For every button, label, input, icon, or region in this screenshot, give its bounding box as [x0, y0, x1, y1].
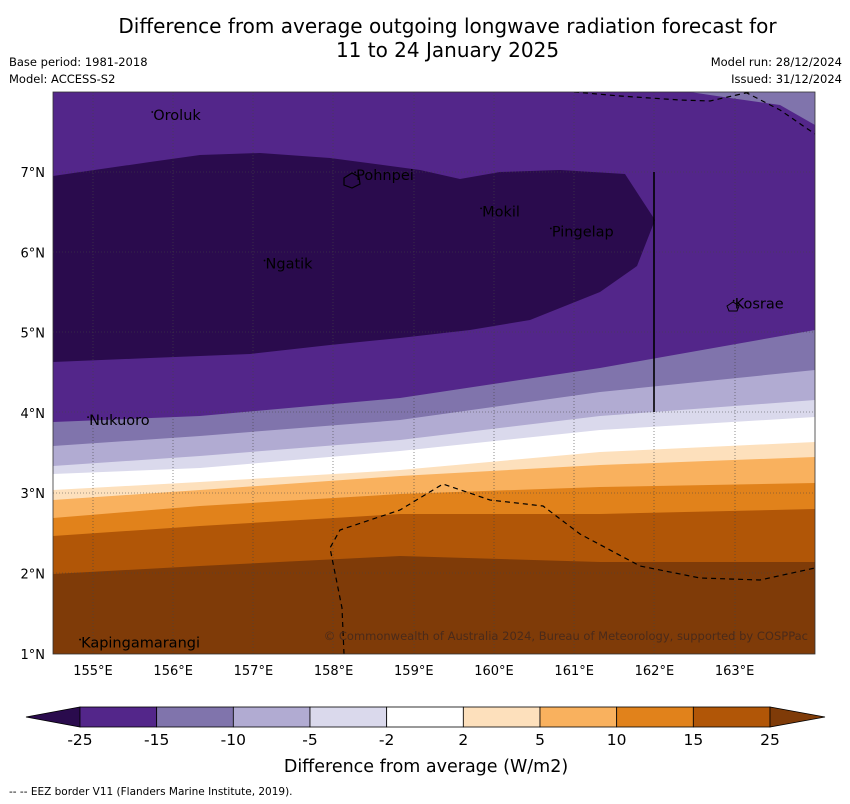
place-label: Kapingamarangi [81, 636, 200, 652]
lat-tick-label: 1°N [21, 648, 46, 663]
band-top-right [690, 92, 815, 125]
colorbar-segment [692, 706, 771, 728]
colorbar-tick-label: 25 [760, 731, 780, 749]
colorbar-tick-label: 5 [535, 731, 545, 749]
colorbar-segment [309, 706, 388, 728]
colorbar-extend-low [25, 706, 81, 728]
colorbar: -25 -15 -10 -5 -2 2 5 10 15 25 [25, 706, 826, 749]
colorbar-tick-label: -10 [221, 731, 246, 749]
place-label: Nukuoro [89, 413, 150, 429]
place-label: Pohnpei [356, 168, 414, 184]
meta-right: Model run: 28/12/2024 Issued: 31/12/2024 [711, 54, 842, 88]
place-marker [354, 171, 357, 174]
colorbar-segment [539, 706, 618, 728]
colorbar-segment [156, 706, 234, 728]
colorbar-tick-label: -25 [67, 731, 92, 749]
model-name: Model: ACCESS-S2 [9, 72, 116, 86]
place-marker [151, 111, 154, 113]
lon-tick-label: 162°E [635, 664, 675, 679]
lon-tick-label: 158°E [314, 664, 354, 679]
place-label: Mokil [482, 204, 520, 220]
colorbar-tick-label: 10 [607, 731, 627, 749]
lon-tick-label: 157°E [234, 664, 274, 679]
lon-tick-label: 159°E [394, 664, 434, 679]
colorbar-segment [462, 706, 541, 728]
colorbar-extend-high [769, 706, 826, 728]
band-below-minus25 [53, 153, 655, 362]
place-marker [549, 227, 552, 230]
lon-tick-label: 161°E [554, 664, 594, 679]
eez-border [329, 92, 815, 654]
place-marker [263, 259, 266, 262]
lat-tick-label: 5°N [21, 327, 46, 342]
place-marker [87, 416, 89, 419]
colorbar-segment [616, 706, 694, 728]
title-line-2: 11 to 24 January 2025 [335, 38, 560, 62]
copyright-notice: © Commonwealth of Australia 2024, Bureau… [324, 629, 808, 643]
lat-tick-label: 6°N [21, 246, 46, 261]
latitude-axis: 7°N 6°N 5°N 4°N 3°N 2°N 1°N [21, 166, 46, 663]
lat-tick-label: 3°N [21, 487, 46, 502]
colorbar-tick-label: -5 [302, 731, 317, 749]
colorbar-tick-label: 15 [683, 731, 703, 749]
colorbar-segment [232, 706, 311, 728]
colorbar-segment [79, 706, 158, 728]
colorbar-tick-label: -15 [144, 731, 169, 749]
lat-tick-label: 7°N [21, 166, 46, 181]
place-label: Ngatik [266, 257, 314, 273]
map-plot-area: Oroluk Pohnpei Mokil Pingelap Ngatik Kosrae Nu… [53, 92, 815, 654]
longitude-axis: 155°E 156°E 157°E 158°E 159°E 160°E 161°E 162°E… [73, 664, 754, 679]
pohnpei-island [343, 172, 361, 189]
eez-legend-note: -- -- EEZ border V11 (Flanders Marine In… [9, 786, 293, 798]
map-title: Difference from average outgoing longwav… [0, 14, 850, 62]
kosrae-island [726, 301, 740, 312]
lon-tick-label: 155°E [73, 664, 113, 679]
colorbar-label: Difference from average (W/m2) [284, 757, 568, 777]
place-marker [732, 299, 735, 302]
lat-tick-label: 2°N [21, 568, 46, 583]
place-label: Oroluk [153, 108, 201, 124]
base-period: Base period: 1981-2018 [9, 55, 148, 69]
colorbar-segment [386, 706, 464, 728]
lon-tick-label: 160°E [474, 664, 514, 679]
place-marker [480, 207, 482, 210]
map-frame [52, 91, 816, 655]
place-label: Pingelap [552, 224, 614, 240]
graticule [53, 92, 815, 654]
place-labels: Oroluk Pohnpei Mokil Pingelap Ngatik Kosrae Nu… [79, 108, 784, 652]
lon-tick-label: 156°E [153, 664, 193, 679]
colorbar-tick-label: 2 [458, 731, 468, 749]
lat-tick-label: 4°N [21, 407, 46, 422]
place-label: Kosrae [735, 297, 784, 313]
issued-date: Issued: 31/12/2024 [731, 72, 842, 86]
meta-left: Base period: 1981-2018 Model: ACCESS-S2 [9, 54, 148, 88]
lon-tick-label: 163°E [715, 664, 755, 679]
place-marker [79, 638, 81, 641]
colorbar-tick-label: -2 [379, 731, 394, 749]
model-run: Model run: 28/12/2024 [710, 55, 842, 69]
title-line-1: Difference from average outgoing longwav… [118, 14, 777, 38]
